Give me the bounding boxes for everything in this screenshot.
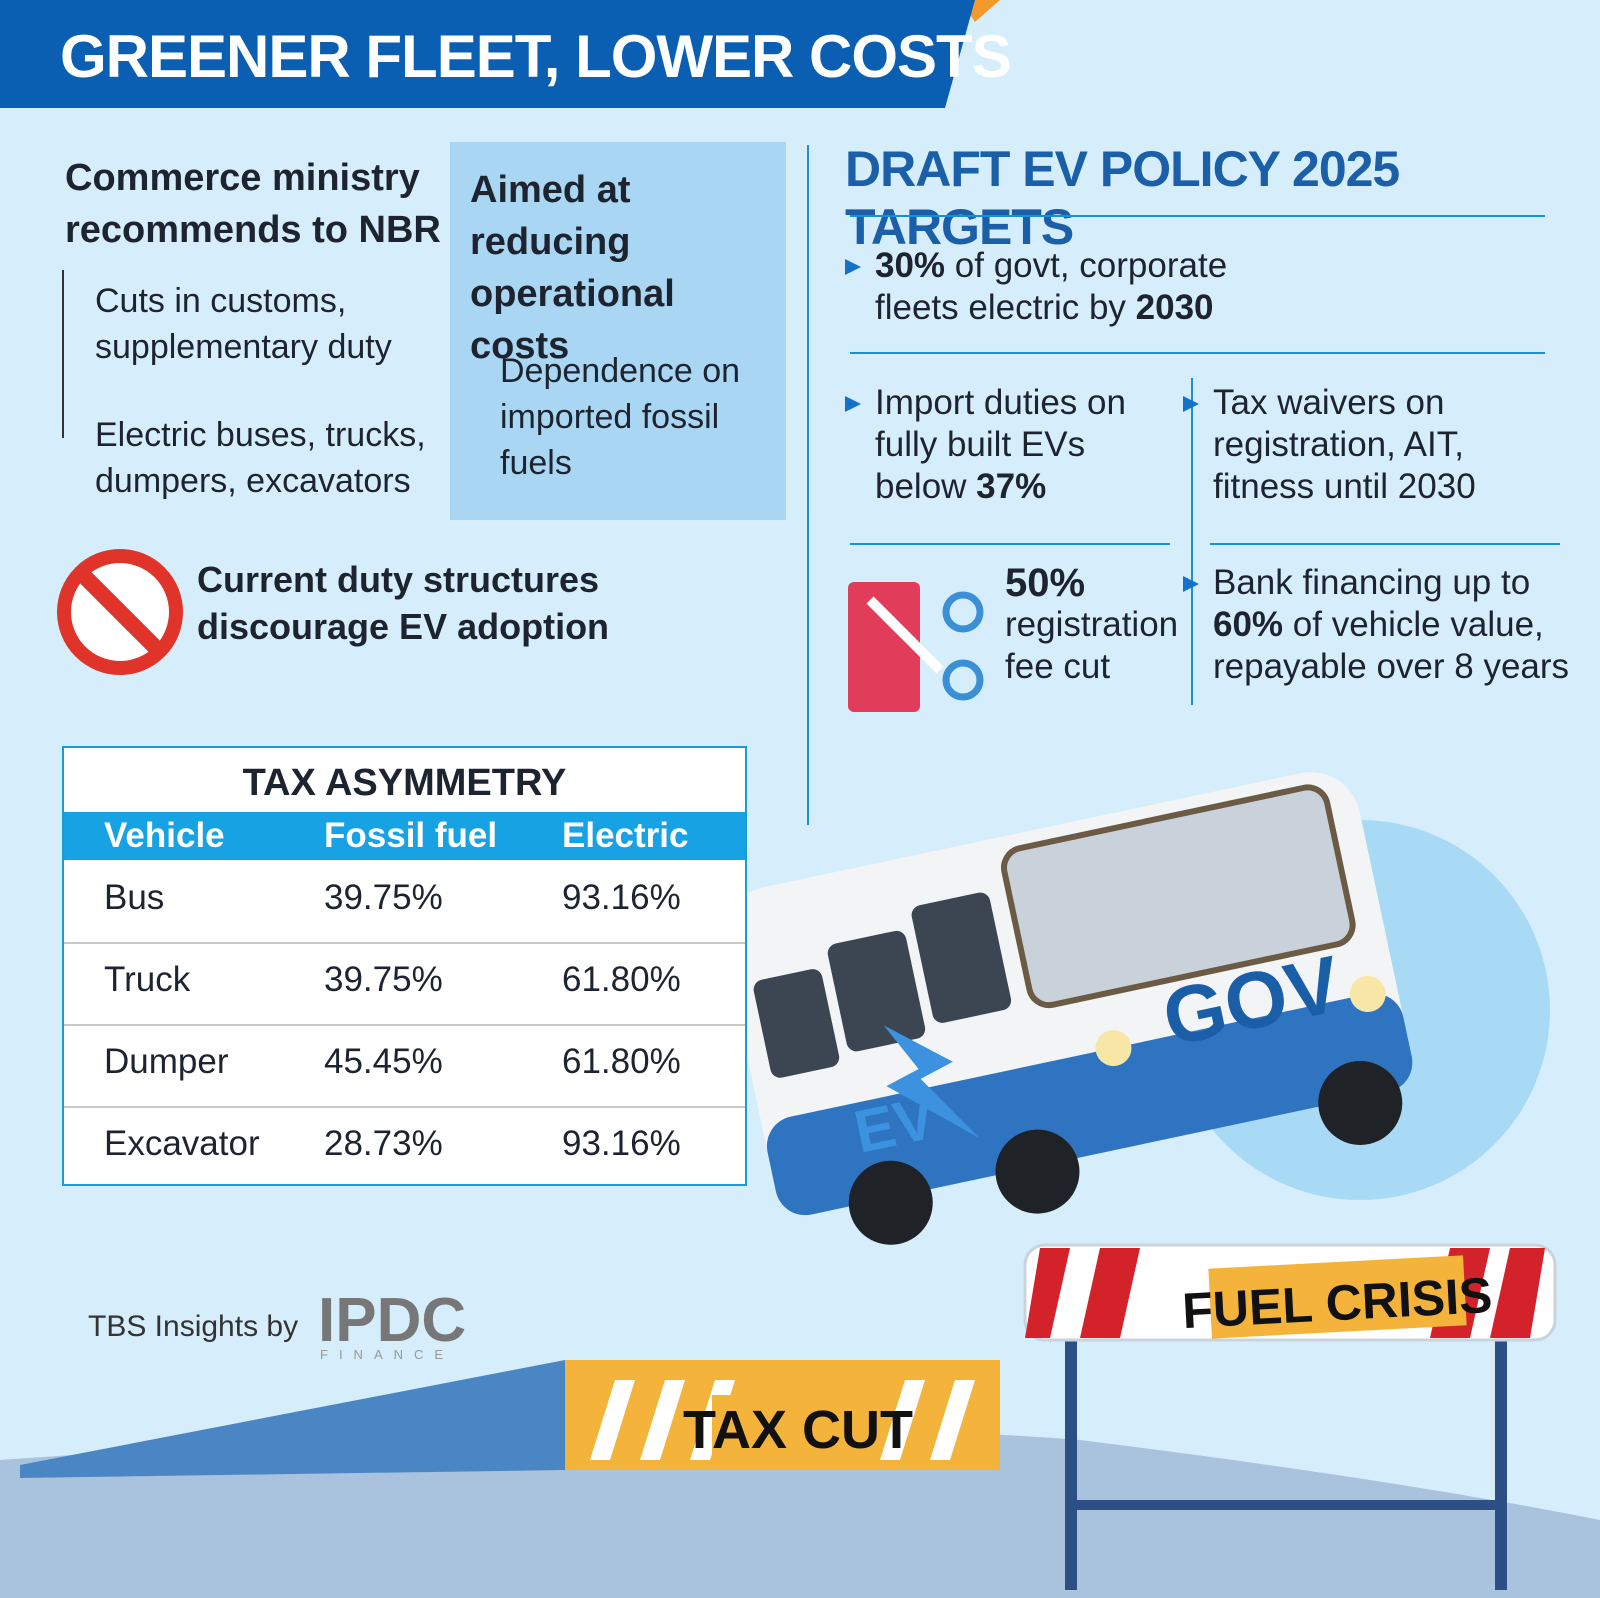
rule <box>1210 543 1560 545</box>
target-item: 30% of govt, corporate fleets electric b… <box>845 245 1275 329</box>
table-header: Vehicle Fossil fuel Electric <box>64 812 745 860</box>
table-cell: 39.75% <box>324 960 443 999</box>
recommendation-item: Electric buses, trucks, dumpers, excavat… <box>95 416 426 500</box>
row-line <box>64 1024 745 1026</box>
wheel <box>995 1129 1080 1214</box>
wheel <box>848 1160 933 1245</box>
target-text: Import duties on fully built EVs below <box>875 383 1126 506</box>
target-text: 60% <box>1213 605 1284 644</box>
bolt <box>883 1025 980 1138</box>
ticket-icon <box>848 582 920 712</box>
bus-window <box>911 892 1012 1023</box>
target-item: Tax waivers on registration, AIT, fitnes… <box>1183 382 1553 508</box>
table-cell: 28.73% <box>324 1124 443 1163</box>
target-text: 50% <box>1005 561 1086 605</box>
table-cell: Truck <box>104 960 191 999</box>
target-text: of vehicle value, repayable over 8 years <box>1213 605 1570 686</box>
target-text: registration fee cut <box>1005 605 1179 686</box>
table-title: TAX ASYMMETRY <box>242 762 567 804</box>
aim-heading: Aimed at reducing operational costs <box>470 169 675 367</box>
bus-stripe <box>766 993 1413 1216</box>
table-cell: 61.80% <box>562 1042 681 1081</box>
credit-text: TBS Insights by <box>88 1310 299 1343</box>
bus-window <box>827 930 926 1052</box>
table-cell: Excavator <box>104 1124 260 1163</box>
ramp-label: TAX CUT <box>683 1400 913 1460</box>
bus-window <box>753 969 840 1078</box>
rule <box>850 352 1545 354</box>
targets-title: DRAFT EV POLICY 2025 TARGETS <box>845 141 1400 255</box>
barrier-post <box>1495 1330 1507 1590</box>
table-cell: 39.75% <box>324 878 443 917</box>
title: GREENER FLEET, LOWER COSTS <box>60 23 1012 90</box>
table-cell: 61.80% <box>562 960 681 999</box>
target-item: Import duties on fully built EVs below 3… <box>845 382 1155 508</box>
bus-windshield <box>1001 784 1356 1009</box>
recommendation-heading: Commerce ministry recommends to NBR <box>65 157 441 251</box>
row-line <box>64 942 745 944</box>
bus-badge: EV <box>849 1084 941 1166</box>
bus: GOV EV <box>722 772 1413 1245</box>
row-line <box>64 1106 745 1108</box>
table-cell: 93.16% <box>562 1124 681 1163</box>
barrier-label-bg <box>1208 1255 1467 1339</box>
target-item: Bank financing up to 60% of vehicle valu… <box>1183 562 1573 688</box>
table-cell: 93.16% <box>562 878 681 917</box>
logo: IPDC <box>318 1286 467 1355</box>
table-cell: Bus <box>104 878 165 917</box>
logo-sub: FINANCE <box>320 1347 455 1362</box>
no-entry-icon <box>76 568 164 656</box>
scissors-icon <box>942 659 984 701</box>
warning-text: Current duty structures discourage EV ad… <box>197 559 610 647</box>
barrier-post <box>1065 1330 1077 1590</box>
target-text: 2030 <box>1135 288 1214 327</box>
headlight <box>1349 976 1386 1013</box>
headlight <box>1095 1030 1132 1067</box>
target-text: of govt, corporate fleets electric by <box>875 246 1228 327</box>
aim-box: Aimed at reducing operational costs Depe… <box>450 142 786 520</box>
table-cell: Dumper <box>104 1042 229 1081</box>
rule <box>850 543 1170 545</box>
column-header: Vehicle <box>104 816 225 855</box>
target-text: Tax waivers on registration, AIT, fitnes… <box>1213 383 1476 506</box>
scissors-icon <box>866 596 944 674</box>
rule <box>850 215 1545 217</box>
target-text: 30% <box>875 246 946 285</box>
ramp-label-bg <box>712 1395 882 1455</box>
ramp-side <box>20 1360 565 1478</box>
wheel <box>1318 1060 1403 1145</box>
aim-item: Dependence on imported fossil fuels <box>500 352 741 482</box>
barrier-bar <box>1070 1500 1500 1510</box>
recommendation-item: Cuts in customs, supplementary duty <box>95 282 392 366</box>
scissors-icon <box>942 591 984 633</box>
tax-table: TAX ASYMMETRY Vehicle Fossil fuel Electric… <box>62 746 747 1186</box>
target-text: 37% <box>976 467 1047 506</box>
table-cell: 45.45% <box>324 1042 443 1081</box>
tree-line <box>62 270 64 438</box>
column-header: Fossil fuel <box>324 816 498 855</box>
target-text: Bank financing up to <box>1213 563 1531 602</box>
header-bar <box>0 0 975 108</box>
column-header: Electric <box>562 816 689 855</box>
target-item: 50% registration fee cut <box>1005 562 1195 688</box>
